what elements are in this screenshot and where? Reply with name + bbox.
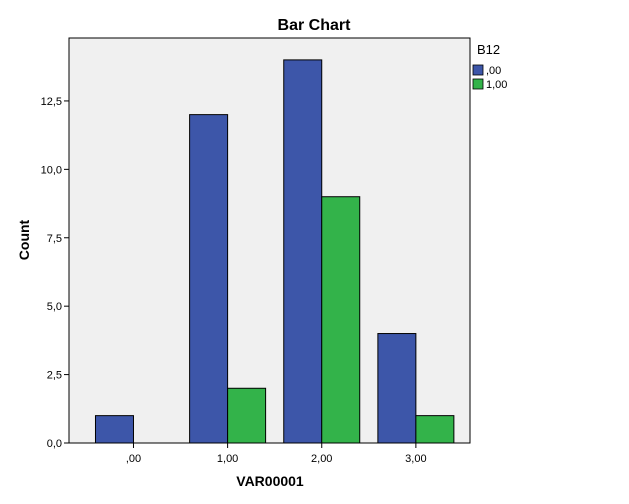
y-tick-label: 0,0 [47,438,62,450]
legend-swatch-series-1 [472,78,484,90]
legend-swatch-series-0 [472,64,484,76]
bar-series-1-1 [227,387,267,444]
x-tick-label: 2,00 [311,453,332,465]
x-tick-label: 1,00 [217,453,238,465]
x-tick-label: 3,00 [405,453,426,465]
x-tick-label: ,00 [126,453,141,465]
chart-title: Bar Chart [278,17,352,34]
legend: B12 ,00 1,00 [472,42,507,91]
bar-series-0-3 [377,333,417,444]
y-axis: 0,0 2,5 5,0 7,5 10,0 12,5 [41,96,69,450]
legend-label-series-0: ,00 [486,65,501,77]
y-tick-label: 7,5 [47,233,62,245]
bar-series-1-2 [321,196,361,444]
y-axis-title: Count [16,219,32,260]
y-tick-label: 5,0 [47,301,62,313]
bar-series-0-1 [189,114,229,444]
bars [94,59,455,444]
y-tick-label: 10,0 [41,164,62,176]
legend-title: B12 [477,42,500,57]
bar-series-0-2 [283,59,323,444]
x-axis: ,00 1,00 2,00 3,00 [126,443,427,465]
y-tick-label: 12,5 [41,96,62,108]
legend-label-series-1: 1,00 [486,79,507,91]
bar-series-0-0 [94,415,134,444]
x-axis-title: VAR00001 [236,473,304,489]
bar-series-1-3 [415,415,455,444]
y-tick-label: 2,5 [47,370,62,382]
